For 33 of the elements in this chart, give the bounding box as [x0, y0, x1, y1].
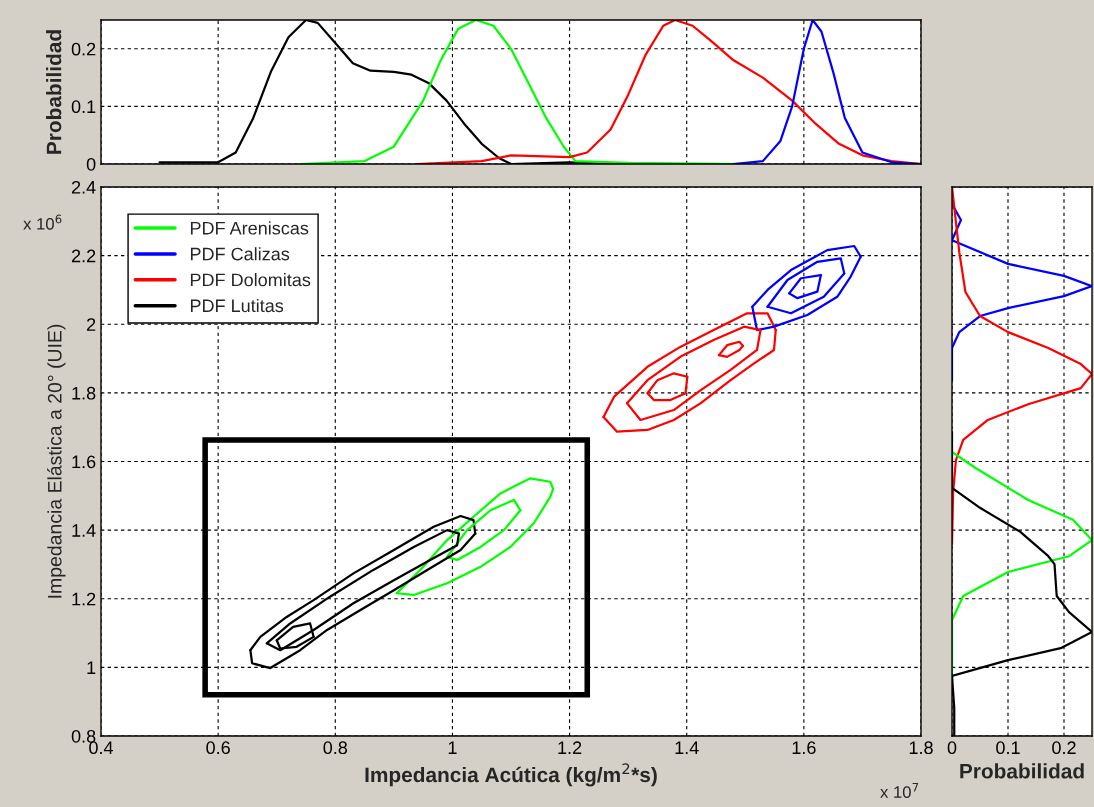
legend-label: PDF Lutitas [190, 298, 284, 313]
y-tick-label: 0.2 [71, 42, 96, 56]
y-axis-title: Probabilidad [46, 30, 62, 154]
legend-label: PDF Dolomitas [190, 273, 311, 287]
x-tick-label: 1.2 [558, 741, 582, 754]
x-tick-label: 1.4 [675, 741, 699, 754]
x-tick-label: 1 [448, 741, 457, 754]
y-axis-title: Impedancia Elástica a 20° (UIE) [47, 324, 66, 598]
x-tick-label: 0.8 [323, 741, 348, 755]
y-tick-label: 2 [87, 318, 96, 331]
x-tick-label: 1.6 [792, 741, 816, 755]
y-tick-label: 0 [86, 157, 96, 171]
x-tick-label: 0.1 [996, 741, 1020, 755]
y-tick-label: 1 [87, 661, 96, 674]
x-tick-label: 0.6 [206, 741, 230, 755]
legend-label: PDF Calizas [190, 247, 290, 261]
y-tick-label: 2.2 [71, 249, 96, 263]
x-axis-title: Impedancia Acútica (kg/m$^{2}$*s) [365, 763, 657, 787]
x-tick-label: 1.8 [909, 741, 933, 755]
y-tick-label: 1.8 [72, 386, 96, 400]
y-tick-label: 1.4 [72, 524, 96, 537]
legend-label: PDF Areniscas [190, 221, 309, 235]
y-tick-label: 1.6 [72, 455, 96, 469]
y-tick-label: 0.8 [71, 729, 96, 743]
x-tick-label: 0.2 [1052, 741, 1076, 755]
text: x 10$^{7}$ [880, 782, 919, 798]
y-tick-label: 2.4 [71, 180, 96, 194]
y-tick-label: 1.2 [72, 592, 96, 606]
y-tick-label: 0.1 [71, 100, 96, 114]
text: x 10$^{6}$ [23, 214, 62, 230]
x-tick-label: 0.4 [89, 741, 114, 755]
x-tick-label: 0 [947, 741, 957, 755]
x-axis-title: Probabilidad [960, 763, 1084, 779]
